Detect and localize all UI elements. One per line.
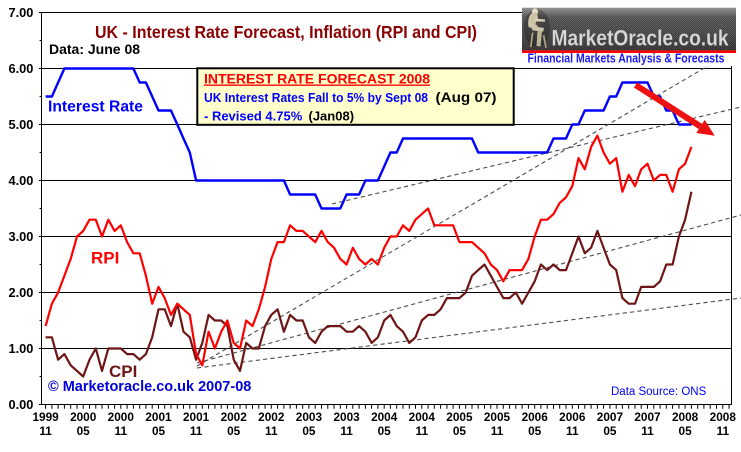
svg-text:2008: 2008 <box>672 410 699 424</box>
svg-text:05: 05 <box>603 424 617 438</box>
svg-text:2001: 2001 <box>183 410 210 424</box>
svg-text:05: 05 <box>302 424 316 438</box>
svg-text:6.00: 6.00 <box>8 61 33 76</box>
svg-text:UK - Interest Rate Forecast, I: UK - Interest Rate Forecast, Inflation (… <box>95 22 477 42</box>
svg-text:2007: 2007 <box>597 410 624 424</box>
svg-text:Data Source: ONS: Data Source: ONS <box>611 386 707 398</box>
svg-text:2008: 2008 <box>710 410 737 424</box>
svg-text:11: 11 <box>566 424 579 438</box>
svg-text:05: 05 <box>77 424 91 438</box>
svg-text:2007: 2007 <box>634 410 661 424</box>
svg-text:2005: 2005 <box>446 410 473 424</box>
svg-text:3.00: 3.00 <box>8 229 33 244</box>
svg-text:1999: 1999 <box>32 410 59 424</box>
svg-text:INTEREST RATE FORECAST 2008: INTEREST RATE FORECAST 2008 <box>204 72 430 87</box>
svg-text:11: 11 <box>416 424 429 438</box>
svg-text:5.00: 5.00 <box>8 117 33 132</box>
svg-text:2004: 2004 <box>409 410 436 424</box>
svg-text:11: 11 <box>39 424 52 438</box>
svg-text:2.00: 2.00 <box>8 285 33 300</box>
svg-text:2001: 2001 <box>145 410 172 424</box>
svg-text:(Aug 07): (Aug 07) <box>436 90 497 105</box>
svg-text:- Revised 4.75%: - Revised 4.75% <box>204 109 303 124</box>
svg-text:05: 05 <box>227 424 241 438</box>
svg-text:05: 05 <box>679 424 693 438</box>
svg-text:2002: 2002 <box>258 410 285 424</box>
svg-text:11: 11 <box>190 424 203 438</box>
svg-text:MarketOracle.co.uk: MarketOracle.co.uk <box>552 26 730 51</box>
svg-text:11: 11 <box>340 424 353 438</box>
svg-text:(Jan08): (Jan08) <box>309 109 355 124</box>
svg-text:05: 05 <box>152 424 166 438</box>
svg-text:2003: 2003 <box>333 410 360 424</box>
svg-text:2005: 2005 <box>484 410 511 424</box>
svg-text:05: 05 <box>528 424 542 438</box>
svg-text:4.00: 4.00 <box>8 173 33 188</box>
svg-text:2006: 2006 <box>559 410 586 424</box>
svg-text:0.00: 0.00 <box>8 397 33 412</box>
svg-text:05: 05 <box>453 424 467 438</box>
svg-text:Interest Rate: Interest Rate <box>48 99 143 116</box>
svg-text:11: 11 <box>491 424 504 438</box>
svg-text:Financial Markets Analysis & F: Financial Markets Analysis & Forecasts <box>528 52 725 66</box>
svg-text:2003: 2003 <box>296 410 323 424</box>
svg-text:11: 11 <box>641 424 654 438</box>
svg-text:11: 11 <box>717 424 730 438</box>
svg-text:2000: 2000 <box>108 410 135 424</box>
svg-text:05: 05 <box>378 424 392 438</box>
svg-text:1.00: 1.00 <box>8 341 33 356</box>
svg-text:2000: 2000 <box>70 410 97 424</box>
svg-text:RPI: RPI <box>91 249 119 268</box>
svg-text:11: 11 <box>265 424 278 438</box>
svg-text:7.00: 7.00 <box>8 5 33 20</box>
svg-text:UK Interest Rates Fall to 5% b: UK Interest Rates Fall to 5% by Sept 08 <box>204 91 428 105</box>
svg-text:2004: 2004 <box>371 410 398 424</box>
svg-text:2006: 2006 <box>522 410 549 424</box>
svg-text:2002: 2002 <box>221 410 248 424</box>
svg-text:11: 11 <box>115 424 128 438</box>
svg-text:© Marketoracle.co.uk 2007-08: © Marketoracle.co.uk 2007-08 <box>48 379 251 395</box>
svg-text:Data: June 08: Data: June 08 <box>49 41 140 57</box>
svg-text:CPI: CPI <box>109 362 137 381</box>
